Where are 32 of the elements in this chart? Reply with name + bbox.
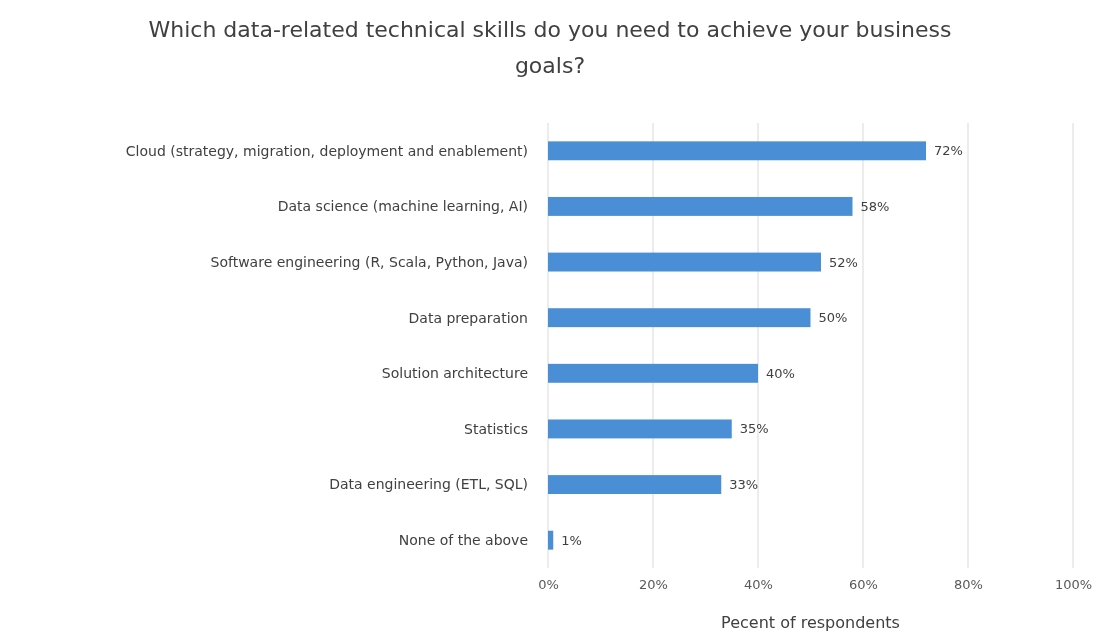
x-tick-label: 100%	[1054, 577, 1093, 593]
y-tick-label: Solution architecture	[381, 365, 528, 382]
x-tick-label: 80%	[954, 577, 983, 593]
bar	[548, 196, 853, 216]
x-tick-label: 60%	[849, 577, 878, 593]
bar	[548, 475, 722, 495]
chart-title: Which data-related technical skills do you need to achieve your business goals?	[148, 17, 952, 78]
y-tick-label: Data engineering (ETL, SQL)	[329, 476, 528, 493]
data-label: 72%	[934, 143, 963, 159]
x-axis-title: Pecent of respondents	[721, 613, 900, 632]
y-tick-label: Cloud (strategy, migration, deployment and enablement)	[125, 142, 528, 159]
data-label: 33%	[729, 477, 759, 493]
data-label: 58%	[860, 198, 890, 214]
y-tick-label: Statistics	[464, 420, 528, 437]
data-label: 50%	[818, 310, 848, 326]
data-label: 35%	[739, 421, 769, 437]
x-tick-label: 40%	[744, 577, 773, 593]
x-tick-label: 0%	[538, 577, 559, 593]
y-tick-label: Software engineering (R, Scala, Python, Java)	[210, 253, 528, 270]
bar	[548, 363, 758, 383]
data-label: 40%	[766, 365, 795, 381]
bar	[548, 419, 732, 439]
bar	[548, 308, 811, 328]
data-label: 1%	[561, 532, 582, 548]
y-tick-label: None of the above	[398, 532, 528, 549]
data-label: 52%	[829, 254, 858, 270]
bar	[548, 252, 821, 272]
bar	[548, 530, 554, 550]
bar	[548, 141, 926, 161]
y-tick-label: Data preparation	[408, 309, 528, 326]
y-tick-label: Data science (machine learning, AI)	[277, 198, 528, 215]
x-tick-label: 20%	[639, 577, 668, 593]
